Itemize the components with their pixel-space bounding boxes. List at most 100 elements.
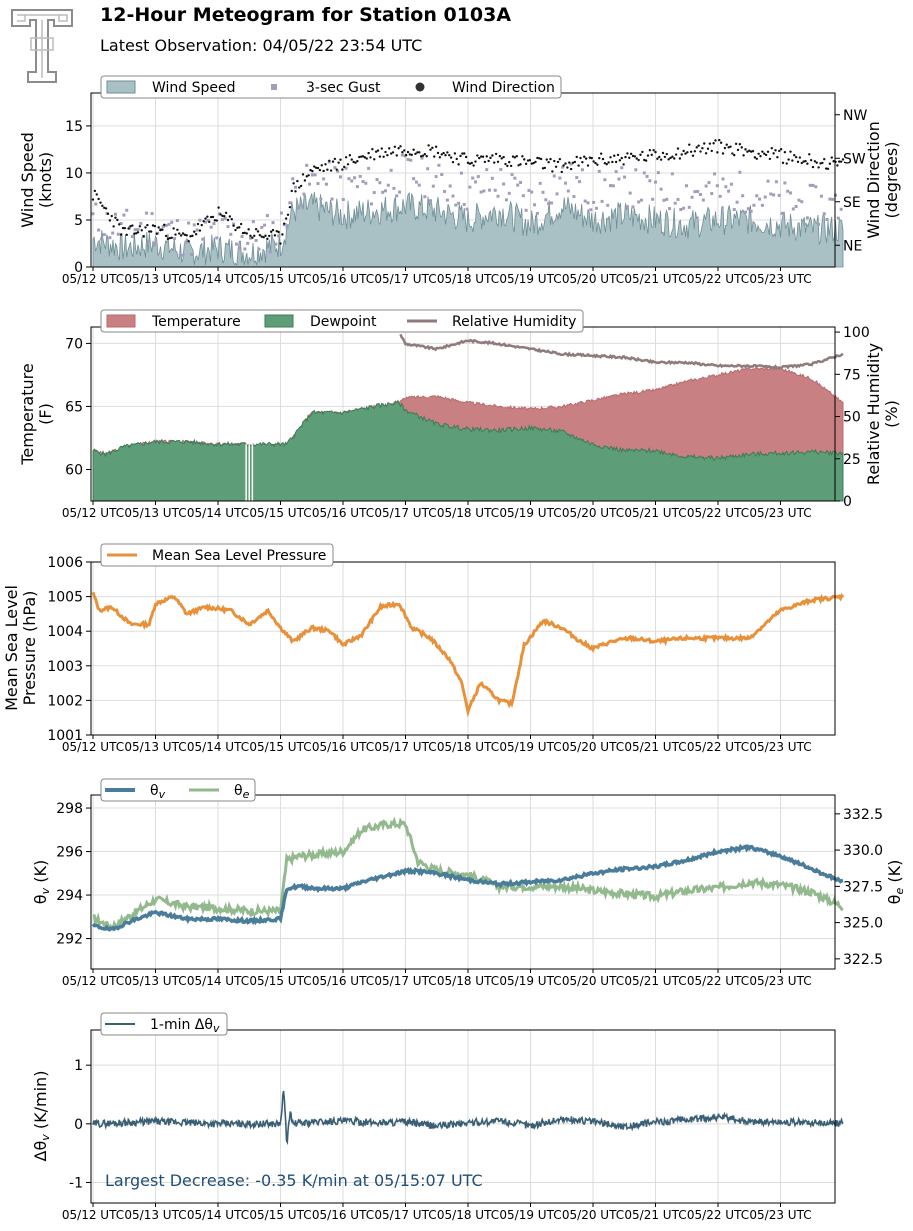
gust-marker [637,200,641,204]
direction-marker [836,164,839,167]
direction-marker [241,231,245,235]
direction-marker [727,146,730,149]
gust-marker [274,242,278,246]
direction-marker [643,158,646,162]
direction-marker [699,150,702,153]
legend-label: Mean Sea Level Pressure [152,548,326,564]
gust-marker [513,176,517,180]
gust-marker [676,197,680,201]
dtheta-line [92,1090,844,1146]
direction-marker [644,159,648,162]
direction-marker [770,146,773,150]
direction-marker [534,160,537,164]
direction-marker [517,164,520,167]
gust-marker [429,199,432,203]
direction-marker [335,168,338,171]
gust-marker [358,174,362,178]
y2-tick-label: 25 [843,452,861,468]
direction-marker [547,161,550,164]
direction-marker [609,156,612,159]
y2-tick-label: SW [843,151,866,167]
direction-marker [671,155,674,158]
direction-marker [101,204,104,208]
y-tick-label: 1 [74,1058,83,1074]
direction-marker [553,159,556,163]
wind-panel: 0 5 10 15 05/12 UTC 05/13 UTC 05/14 UTC 05/15 U… [18,75,901,286]
gust-marker [299,203,303,207]
direction-marker [164,234,168,238]
direction-marker [313,165,316,168]
direction-marker [659,158,663,161]
direction-marker [307,174,310,177]
gust-marker [353,176,357,180]
y-tick-label: 1003 [47,659,83,675]
direction-marker [725,143,728,146]
gust-marker [198,218,202,222]
direction-marker [487,159,490,163]
x-tick-label: 05/15 UTC [249,740,311,754]
gust-marker [645,174,649,178]
direction-marker [781,161,785,165]
gust-marker [715,184,719,188]
gust-marker [364,181,368,185]
y-tick-label: 1004 [47,624,83,640]
gust-marker [786,189,790,193]
direction-marker [588,156,592,159]
x-tick-label: 05/16 UTC [312,272,374,286]
x-tick-label: 05/23 UTC [749,1208,811,1222]
direction-marker [759,154,762,158]
x-tick-label: 05/18 UTC [437,1208,499,1222]
gust-marker [631,205,635,209]
relative-humidity-line [399,333,844,370]
direction-marker [740,146,743,149]
direction-marker [425,154,428,158]
gust-marker [386,183,390,187]
gust-marker [569,162,573,166]
direction-marker [243,231,247,234]
legend-swatch [415,82,425,92]
direction-marker [673,157,676,160]
direction-marker [603,161,607,165]
gust-marker [457,201,461,205]
direction-marker [506,164,509,168]
direction-marker [575,155,578,159]
x-tick-label: 05/12 UTC [62,974,124,988]
direction-marker [193,230,196,233]
direction-marker [104,207,108,210]
direction-marker [719,141,723,144]
direction-marker [423,152,427,156]
direction-marker [629,152,633,156]
direction-marker [738,142,742,146]
direction-marker [125,233,128,237]
gust-marker [673,201,677,205]
direction-marker [296,179,299,183]
gust-marker [327,160,331,164]
legend: 1-min Δθv [100,1012,228,1036]
legend-frame [100,309,584,333]
dewpoint-area [92,399,844,502]
gust-marker [803,222,807,226]
y-tick-label: 294 [56,888,83,904]
direction-marker [251,236,254,239]
gust-marker [150,212,154,216]
direction-marker [320,164,323,167]
direction-marker [511,155,515,158]
y-tick-label: -1 [69,1175,83,1191]
x-tick-label: 05/15 UTC [249,272,311,286]
gust-marker [403,154,407,158]
gust-marker [822,212,826,216]
y-tick-label: 70 [65,336,83,352]
gust-marker [665,197,669,201]
gust-marker [580,168,584,172]
gust-marker [305,163,309,167]
direction-marker [316,166,320,170]
direction-marker [598,156,601,160]
direction-marker [266,237,269,241]
x-tick-label: 05/19 UTC [499,974,561,988]
gust-marker [791,207,795,211]
gust-marker [465,207,469,211]
gust-marker [527,188,531,192]
direction-marker [751,150,755,153]
gust-marker [713,172,717,176]
direction-marker [326,168,329,171]
